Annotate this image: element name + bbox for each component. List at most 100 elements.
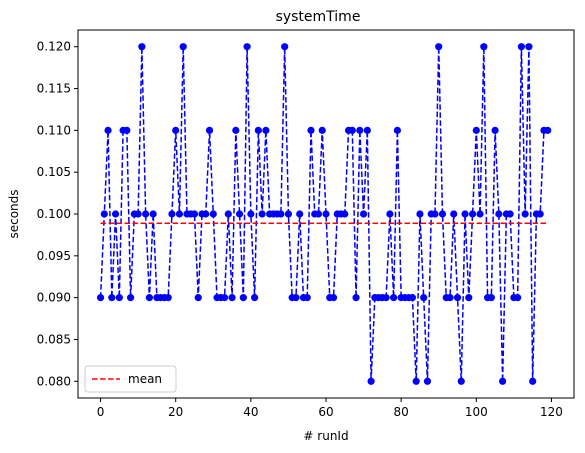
x-tick-label: 40 — [243, 405, 258, 419]
data-point — [172, 127, 179, 134]
data-point — [277, 210, 284, 217]
chart-title: systemTime — [276, 9, 361, 25]
x-tick-label: 100 — [465, 405, 488, 419]
x-tick-label: 60 — [318, 405, 333, 419]
data-point — [243, 43, 250, 50]
data-point — [416, 210, 423, 217]
data-point — [262, 127, 269, 134]
data-point — [142, 210, 149, 217]
data-point — [146, 294, 153, 301]
data-point — [367, 378, 374, 385]
data-point — [165, 294, 172, 301]
data-point — [431, 210, 438, 217]
data-point — [480, 43, 487, 50]
data-point — [104, 127, 111, 134]
data-point — [319, 127, 326, 134]
y-tick-label: 0.105 — [37, 165, 71, 179]
data-point — [454, 294, 461, 301]
data-point — [116, 294, 123, 301]
data-point — [281, 43, 288, 50]
data-point — [123, 127, 130, 134]
data-point — [247, 210, 254, 217]
y-axis-label: seconds — [7, 189, 21, 238]
data-point — [101, 210, 108, 217]
data-point — [461, 210, 468, 217]
data-point — [259, 210, 266, 217]
data-point — [450, 210, 457, 217]
data-point — [296, 210, 303, 217]
y-tick-label: 0.100 — [37, 207, 71, 221]
data-point — [386, 210, 393, 217]
data-point — [168, 210, 175, 217]
y-tick-label: 0.120 — [37, 40, 71, 54]
y-tick-label: 0.110 — [37, 123, 71, 137]
data-point — [488, 294, 495, 301]
data-point — [507, 210, 514, 217]
data-point — [518, 43, 525, 50]
data-point — [514, 294, 521, 301]
y-tick-label: 0.090 — [37, 291, 71, 305]
data-point — [341, 210, 348, 217]
data-point — [499, 378, 506, 385]
data-point — [206, 127, 213, 134]
data-point — [446, 294, 453, 301]
y-tick-label: 0.080 — [37, 374, 71, 388]
data-point — [225, 210, 232, 217]
data-point — [458, 378, 465, 385]
data-point — [127, 294, 134, 301]
data-point — [315, 210, 322, 217]
data-point — [138, 43, 145, 50]
data-point — [544, 127, 551, 134]
data-point — [473, 127, 480, 134]
data-point — [97, 294, 104, 301]
data-point — [240, 294, 247, 301]
x-tick-label: 20 — [168, 405, 183, 419]
x-tick-label: 80 — [394, 405, 409, 419]
data-point — [364, 127, 371, 134]
data-point — [390, 294, 397, 301]
x-tick-label: 0 — [97, 405, 105, 419]
data-point — [435, 43, 442, 50]
data-point — [221, 294, 228, 301]
plot-area — [97, 43, 551, 385]
data-point — [525, 43, 532, 50]
data-point — [228, 294, 235, 301]
data-point — [191, 210, 198, 217]
data-point — [476, 210, 483, 217]
data-point — [285, 210, 292, 217]
data-point — [292, 294, 299, 301]
data-point — [232, 127, 239, 134]
data-point — [195, 294, 202, 301]
data-point — [424, 378, 431, 385]
data-point — [495, 210, 502, 217]
data-point — [413, 378, 420, 385]
data-point — [322, 210, 329, 217]
y-tick-label: 0.085 — [37, 332, 71, 346]
data-point — [112, 210, 119, 217]
data-point — [465, 294, 472, 301]
x-axis: 0 20 40 60 80 100 120 — [97, 398, 563, 419]
data-point — [529, 378, 536, 385]
data-point — [469, 210, 476, 217]
legend: mean — [85, 366, 176, 392]
data-point — [349, 127, 356, 134]
data-point — [360, 210, 367, 217]
data-point — [108, 294, 115, 301]
data-point — [251, 294, 258, 301]
data-point — [236, 210, 243, 217]
data-point — [522, 210, 529, 217]
data-point — [135, 210, 142, 217]
data-point — [150, 210, 157, 217]
data-point — [304, 294, 311, 301]
x-tick-label: 120 — [540, 405, 563, 419]
y-tick-label: 0.115 — [37, 82, 71, 96]
legend-label-mean: mean — [128, 372, 162, 386]
x-axis-label: # runId — [303, 429, 348, 443]
data-point — [176, 210, 183, 217]
data-point — [409, 294, 416, 301]
y-axis: 0.080 0.085 0.090 0.095 0.100 0.105 0.110 0.115… — [37, 40, 78, 389]
data-point — [491, 127, 498, 134]
data-point — [356, 127, 363, 134]
data-point — [255, 127, 262, 134]
